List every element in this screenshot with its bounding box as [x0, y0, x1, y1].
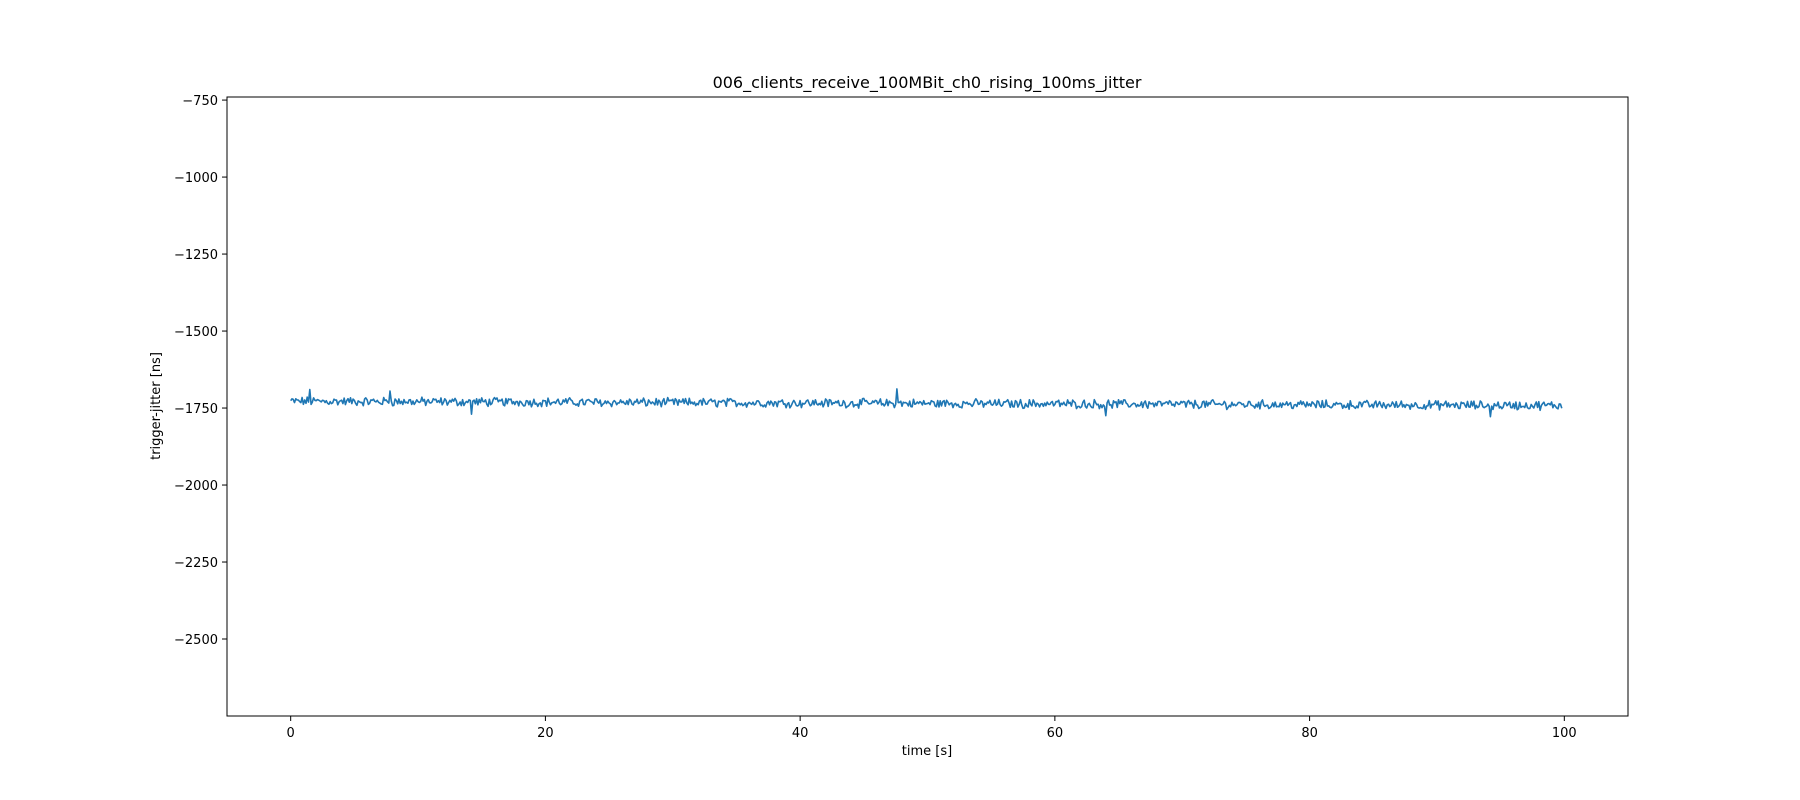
y-axis-ticks: −750 −1000 −1250 −1500 −1750 −2000 −2250 −2500: [174, 94, 227, 648]
y-tick-label: −750: [182, 94, 218, 109]
x-tick-label: 100: [1552, 726, 1577, 741]
axes-frame: [226, 96, 1629, 717]
x-tick-label: 80: [1301, 726, 1318, 741]
chart-title: 006_clients_receive_100MBit_ch0_rising_1…: [713, 73, 1142, 93]
y-tick-label: −1250: [174, 248, 218, 263]
y-tick-label: −1500: [174, 325, 218, 340]
y-tick-label: −1000: [174, 171, 218, 186]
y-tick-label: −2000: [174, 479, 218, 494]
x-tick-label: 0: [287, 726, 295, 741]
y-axis-label: trigger-jitter [ns]: [149, 352, 164, 460]
y-tick-label: −2250: [174, 556, 218, 571]
series-line: [290, 388, 1563, 418]
x-axis-label: time [s]: [902, 744, 952, 759]
plot-area: [290, 388, 1563, 418]
y-tick-label: −2500: [174, 633, 218, 648]
x-axis-ticks: 0 20 40 60 80 100: [287, 716, 1577, 741]
x-tick-label: 20: [537, 726, 554, 741]
x-tick-label: 60: [1047, 726, 1064, 741]
y-tick-label: −1750: [174, 402, 218, 417]
x-tick-label: 40: [792, 726, 809, 741]
